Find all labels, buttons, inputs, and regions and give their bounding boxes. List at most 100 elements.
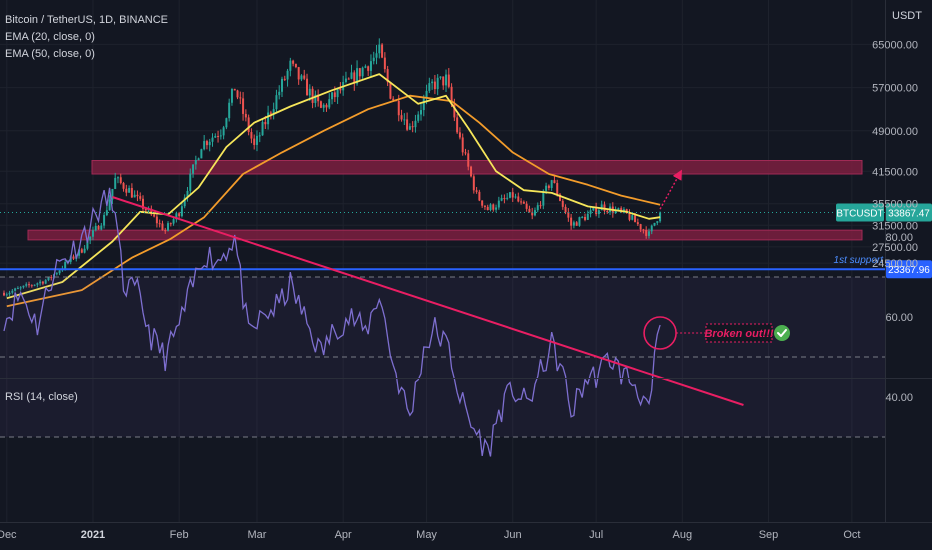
candle-body: [161, 223, 164, 231]
candle-body: [325, 104, 328, 108]
candle-body: [495, 207, 498, 210]
candle-body: [514, 196, 517, 198]
candle-body: [553, 180, 556, 184]
candle-body: [467, 153, 470, 167]
candle-body: [153, 214, 156, 217]
rsi-axis-tick-label: 80.00: [885, 232, 913, 244]
candle-body: [464, 152, 467, 154]
time-axis-tick-label: Jul: [589, 529, 603, 541]
candle-body: [486, 206, 489, 210]
candle-body: [11, 290, 14, 293]
candle-body: [283, 78, 286, 80]
candle-body: [639, 224, 642, 230]
candle-body: [303, 75, 306, 79]
candle-body: [564, 206, 567, 213]
check-mark: [777, 329, 787, 337]
candle-body: [570, 217, 573, 226]
candle-body: [250, 132, 253, 139]
candle-body: [356, 68, 359, 84]
candle-body: [347, 78, 350, 80]
candle-body: [517, 196, 520, 202]
candle-body: [578, 217, 581, 226]
candle-body: [236, 90, 239, 98]
candle-body: [528, 208, 531, 213]
resistance-support-zone: [91, 160, 863, 175]
ema50-legend: EMA (50, close, 0): [5, 48, 95, 60]
candle-body: [89, 236, 92, 241]
ema-lines: [6, 73, 661, 308]
rsi-axis-tick-label: 40.00: [885, 392, 913, 404]
candle-body: [364, 66, 367, 68]
horizontal-lines: 1st support: [0, 169, 885, 271]
candle-body: [208, 141, 211, 146]
candle-body: [642, 229, 645, 231]
candle-body: [386, 69, 389, 83]
price-axis-tick-label: 31500.00: [872, 220, 918, 232]
candle-body: [155, 216, 158, 224]
candle-body: [647, 231, 650, 236]
candle-body: [481, 200, 484, 206]
breakout-label-box: [705, 323, 773, 343]
candle-body: [122, 183, 125, 189]
candle-body: [369, 61, 372, 71]
candle-body: [531, 212, 534, 216]
candle-body: [317, 94, 320, 102]
time-axis-tick-label: Oct: [843, 529, 860, 541]
candle-body: [358, 68, 361, 77]
candle-body: [175, 213, 178, 220]
candle-body: [503, 198, 506, 200]
candle-body: [319, 101, 322, 108]
candle-body: [456, 117, 459, 133]
candle-body: [659, 212, 662, 222]
ema20-line: [6, 73, 661, 300]
candle-body: [603, 204, 606, 211]
candle-body: [25, 284, 28, 286]
resistance-support-zone: [27, 229, 863, 241]
candle-body: [411, 126, 414, 128]
annotations: Broken out!!! BTCUSDT 33867.47 23367.96: [643, 203, 932, 350]
candle-body: [139, 196, 142, 199]
time-axis-tick-label: Apr: [335, 529, 352, 541]
candle-body: [44, 280, 47, 284]
candle-body: [428, 83, 431, 91]
candle-body: [50, 276, 53, 278]
current-price-tag: [886, 203, 932, 222]
candle-body: [383, 57, 386, 70]
candle-body: [211, 137, 214, 142]
candle-body: [172, 219, 175, 224]
time-axis-tick-label: May: [416, 529, 437, 541]
candle-body: [439, 76, 442, 78]
candle-body: [545, 185, 548, 191]
candle-body: [572, 222, 575, 226]
candle-body: [111, 188, 114, 200]
candle-body: [269, 112, 272, 114]
candle-body: [58, 270, 61, 274]
candle-body: [408, 126, 411, 130]
candle-body: [645, 230, 648, 236]
candle-body: [22, 285, 25, 288]
candle-body: [16, 288, 19, 290]
time-axis-tick-label: Mar: [248, 529, 267, 541]
candle-body: [389, 82, 392, 99]
candle-body: [372, 57, 375, 62]
candle-body: [397, 100, 400, 116]
candle-body: [19, 287, 22, 289]
candle-body: [453, 104, 456, 118]
rsi-panel: [0, 187, 885, 457]
candle-body: [83, 248, 86, 253]
candle-body: [133, 194, 136, 198]
candle-body: [489, 204, 492, 210]
candle-body: [620, 208, 623, 211]
candle-body: [392, 98, 395, 101]
candle-body: [136, 194, 139, 197]
candle-body: [378, 44, 381, 54]
candle-body: [300, 75, 303, 80]
candle-body: [197, 158, 200, 160]
candle-body: [244, 113, 247, 118]
candle-body: [628, 213, 631, 220]
candle-body: [247, 117, 250, 133]
candle-body: [350, 72, 353, 79]
price-axis-tick-label: 27500.00: [872, 242, 918, 254]
candle-body: [606, 210, 609, 213]
